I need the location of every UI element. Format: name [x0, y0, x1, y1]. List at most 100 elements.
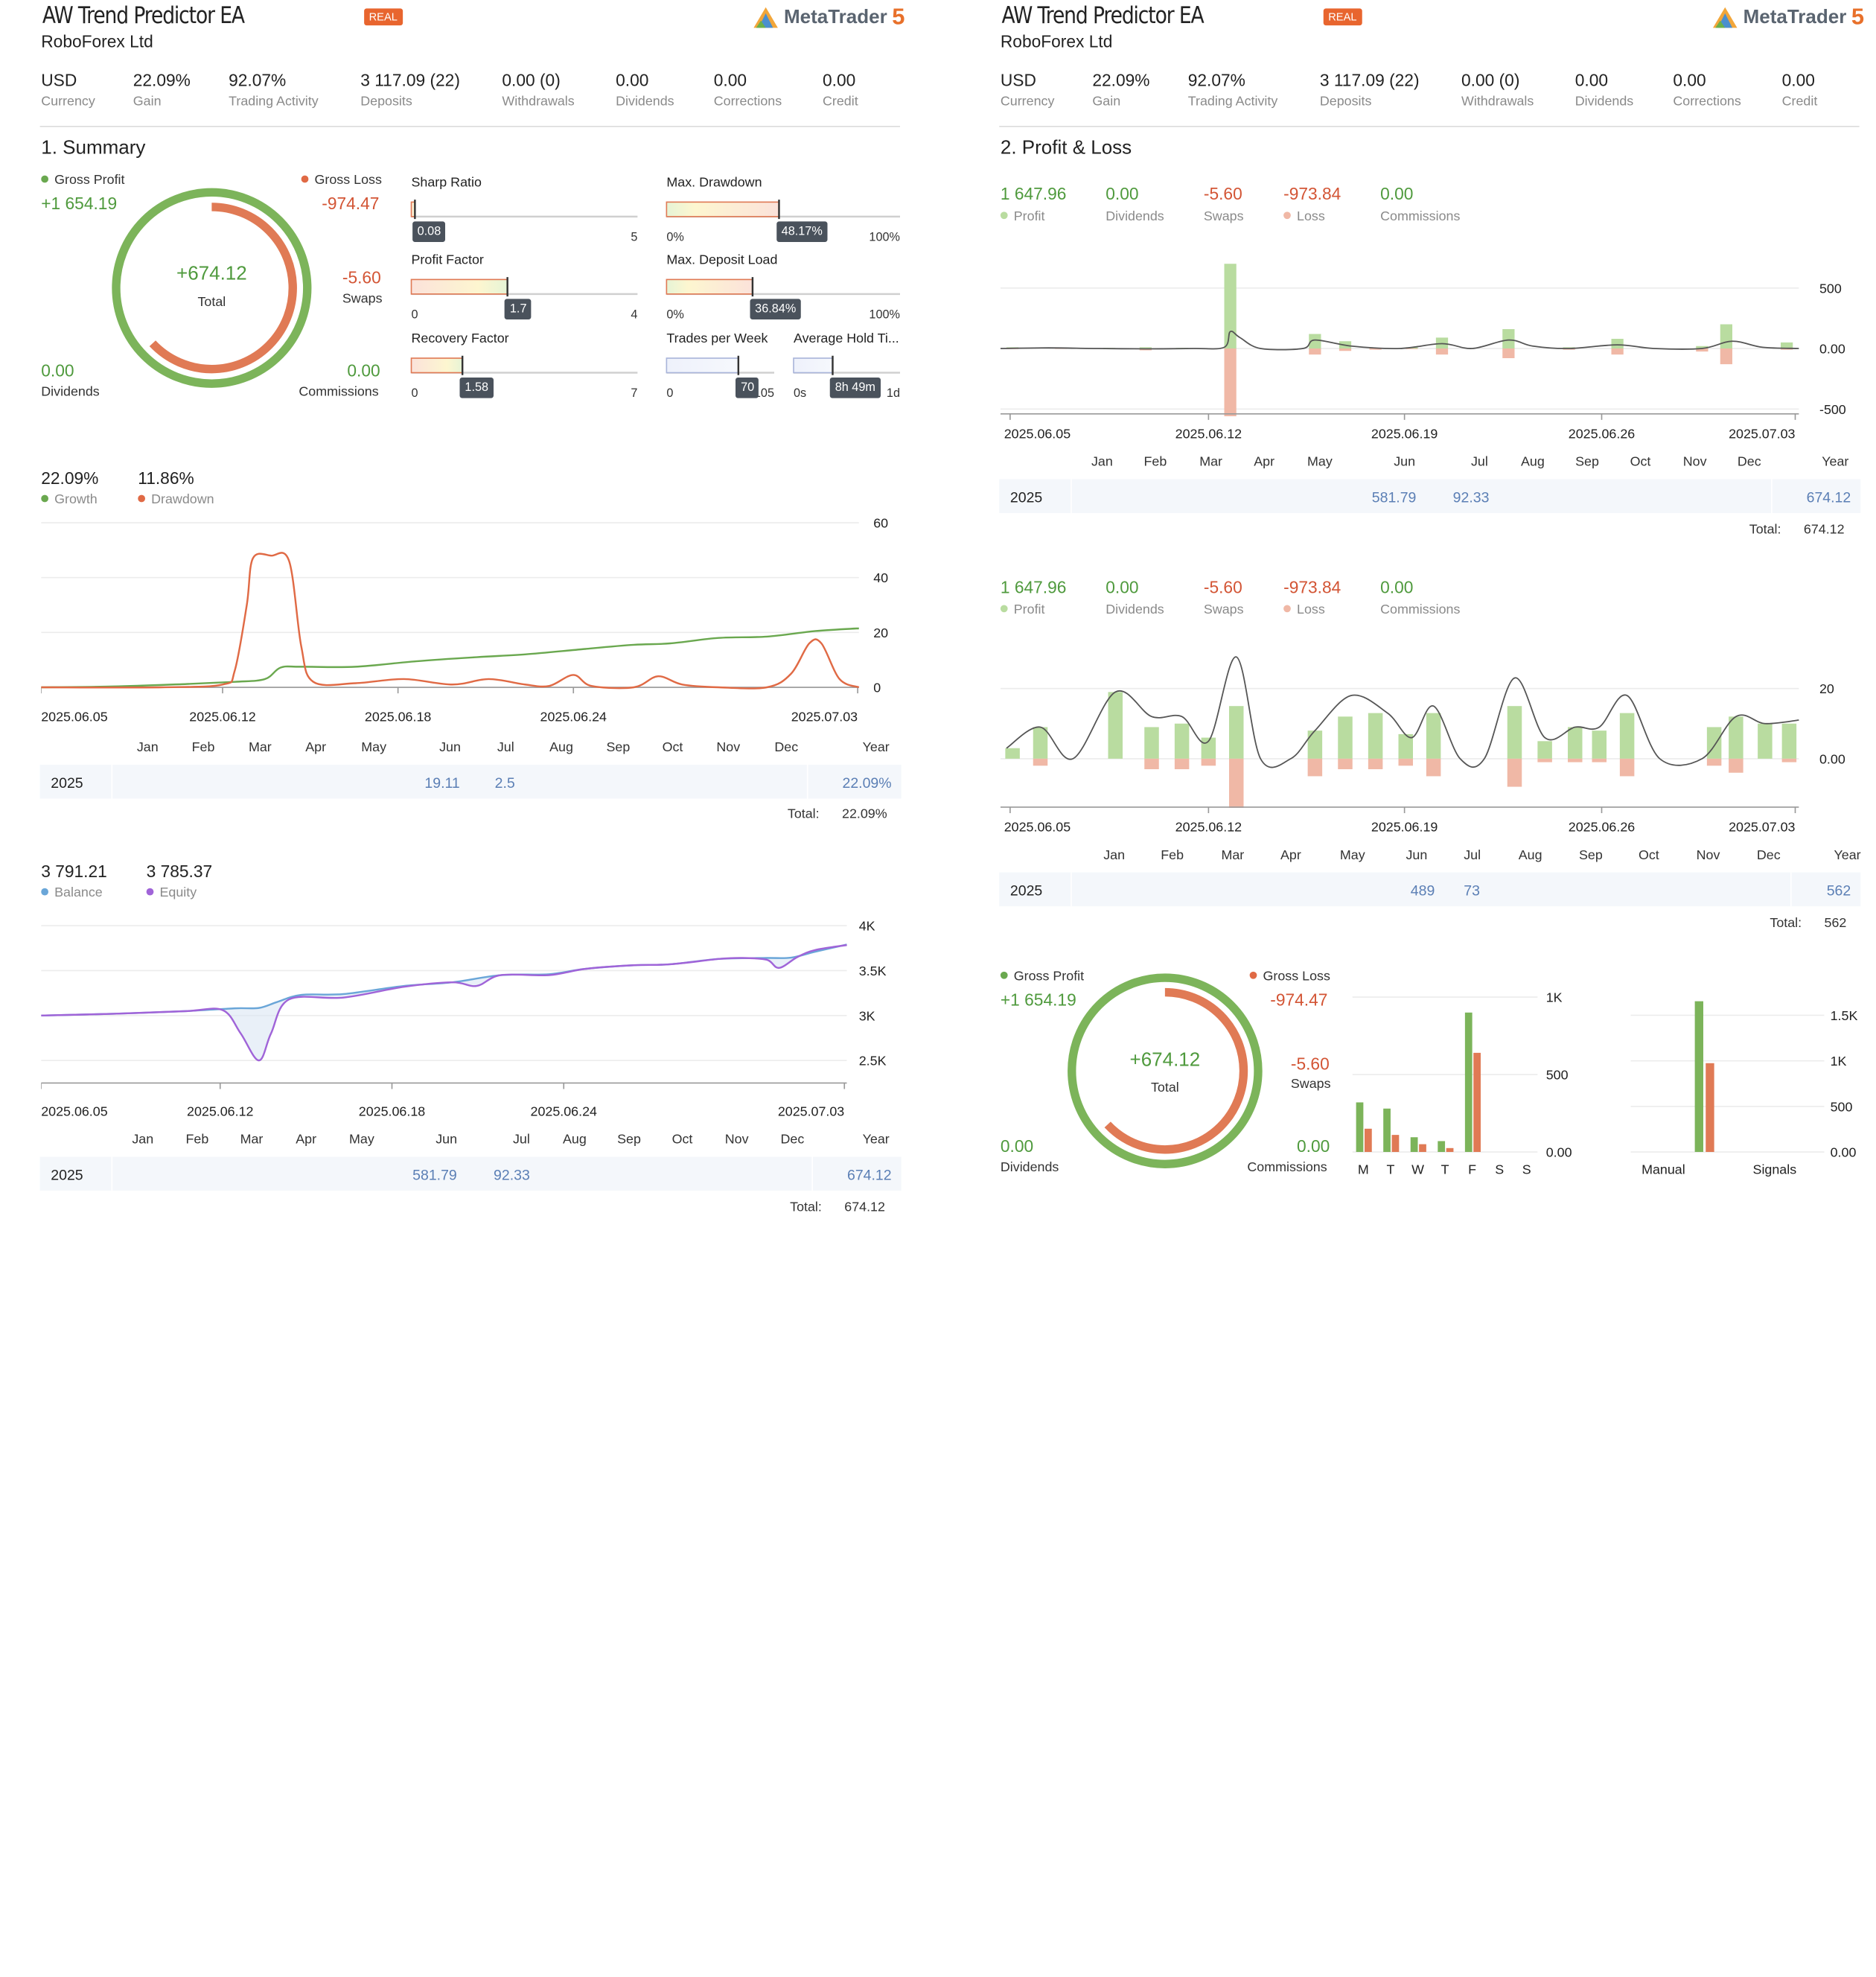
- profit-bar[interactable]: [1229, 706, 1244, 759]
- profit-bar[interactable]: [1729, 716, 1743, 759]
- profit-bar[interactable]: [1033, 727, 1048, 758]
- profit-bar[interactable]: [1720, 325, 1732, 349]
- gauge-max: 1d: [887, 387, 900, 401]
- balance-legend[interactable]: Balance: [41, 886, 102, 901]
- loss-bar[interactable]: [1612, 348, 1624, 354]
- weekday-loss-bar[interactable]: [1473, 1053, 1481, 1152]
- profit-bar[interactable]: [1537, 741, 1552, 759]
- balance-line[interactable]: [41, 944, 846, 1015]
- profit-bar[interactable]: [1508, 706, 1522, 759]
- profit-bar[interactable]: [1502, 329, 1514, 348]
- loss-bar[interactable]: [1426, 759, 1441, 777]
- growth-legend[interactable]: Growth: [41, 492, 98, 507]
- profit-bar[interactable]: [1568, 727, 1583, 758]
- loss-bar[interactable]: [1707, 759, 1722, 765]
- profit-bar[interactable]: [1592, 730, 1607, 759]
- weekday-profit-bar[interactable]: [1438, 1141, 1445, 1152]
- loss-bar[interactable]: [1308, 759, 1323, 777]
- profit-bar[interactable]: [1782, 724, 1797, 759]
- profit-bar[interactable]: [1308, 730, 1323, 759]
- broker-name[interactable]: RoboForex Ltd: [41, 31, 153, 51]
- loss-bar[interactable]: [1339, 348, 1351, 351]
- weekday-profit-bar[interactable]: [1411, 1137, 1418, 1152]
- loss-bar[interactable]: [1720, 348, 1732, 364]
- weekday-profit-bar[interactable]: [1465, 1013, 1473, 1152]
- weekday-loss-bar[interactable]: [1365, 1129, 1372, 1152]
- manual-profit-bar[interactable]: [1695, 1002, 1703, 1152]
- pnl-net-line[interactable]: [1001, 331, 1799, 350]
- loss-bar[interactable]: [1537, 759, 1552, 763]
- loss-bar[interactable]: [1202, 759, 1216, 765]
- loss-bar[interactable]: [1225, 348, 1237, 416]
- loss-bar[interactable]: [1502, 348, 1514, 358]
- loss-bar[interactable]: [1592, 759, 1607, 763]
- account-title[interactable]: AW Trend Predictor EA: [42, 2, 244, 29]
- profit-bar[interactable]: [1225, 264, 1237, 348]
- profit-bar[interactable]: [1707, 727, 1722, 758]
- profit-bar[interactable]: [1758, 724, 1773, 759]
- equity-legend[interactable]: Equity: [147, 886, 197, 901]
- loss-bar[interactable]: [1782, 759, 1797, 763]
- growth-line[interactable]: [41, 628, 859, 687]
- loss-bar[interactable]: [1368, 759, 1383, 769]
- profit-bar[interactable]: [1612, 339, 1624, 348]
- equity-line[interactable]: [41, 945, 846, 1060]
- profit-bar[interactable]: [1175, 724, 1190, 759]
- loss-bar[interactable]: [1033, 759, 1048, 765]
- drawdown-line[interactable]: [41, 553, 859, 688]
- loss-bar[interactable]: [1568, 759, 1583, 763]
- weekday-loss-bar[interactable]: [1446, 1148, 1454, 1152]
- loss-bar[interactable]: [1338, 759, 1353, 769]
- weekday-profit-bar[interactable]: [1356, 1102, 1364, 1152]
- loss-bar[interactable]: [1508, 759, 1522, 787]
- broker-name[interactable]: RoboForex Ltd: [1001, 31, 1112, 51]
- month-label-jan: Jan: [132, 1133, 153, 1147]
- profit-bar[interactable]: [1338, 716, 1353, 759]
- profit-bar[interactable]: [1426, 713, 1441, 759]
- profit-bar[interactable]: [1620, 713, 1635, 759]
- profit-bar[interactable]: [1144, 727, 1159, 758]
- profit-bar[interactable]: [1368, 713, 1383, 759]
- loss-bar[interactable]: [1229, 759, 1244, 808]
- loss-bar[interactable]: [1436, 348, 1448, 354]
- loss-bar[interactable]: [1729, 759, 1743, 773]
- account-title[interactable]: AW Trend Predictor EA: [1002, 2, 1204, 29]
- profit-bar[interactable]: [1005, 748, 1020, 759]
- weekday-loss-bar[interactable]: [1392, 1135, 1400, 1152]
- weekday-profit-bar[interactable]: [1383, 1109, 1391, 1152]
- loss-bar[interactable]: [1620, 759, 1635, 777]
- loss-bar[interactable]: [1309, 348, 1321, 354]
- profit-bar[interactable]: [1108, 692, 1123, 759]
- loss-bar[interactable]: [1399, 759, 1414, 765]
- loss-bar[interactable]: [1144, 759, 1159, 769]
- weekday-loss-bar[interactable]: [1419, 1145, 1426, 1152]
- manual-loss-bar[interactable]: [1706, 1063, 1714, 1152]
- loss-bar[interactable]: [1175, 759, 1190, 769]
- drawdown-legend[interactable]: Drawdown: [138, 492, 214, 507]
